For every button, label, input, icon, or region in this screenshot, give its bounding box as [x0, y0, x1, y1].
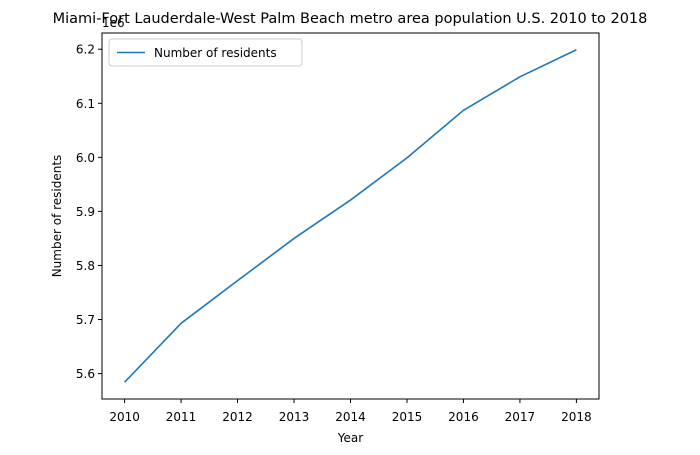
x-tick-label: 2010: [109, 410, 140, 424]
x-tick-label: 2012: [222, 410, 253, 424]
x-axis-label: Year: [337, 431, 363, 445]
y-tick-label: 6.1: [76, 97, 95, 111]
plot-area: [102, 33, 599, 399]
y-offset-text: 1e6: [102, 16, 125, 30]
x-axis: 2010 2011 2012 2013 2014 2015 2016 2017 2018: [109, 399, 591, 424]
y-tick-label: 6.2: [76, 43, 95, 57]
legend: Number of residents: [109, 39, 302, 66]
x-tick-label: 2016: [448, 410, 479, 424]
y-tick-label: 5.7: [76, 313, 95, 327]
y-tick-label: 5.6: [76, 367, 95, 381]
y-axis: 5.6 5.7 5.8 5.9 6.0 6.1 6.2: [76, 43, 102, 381]
x-tick-label: 2014: [335, 410, 366, 424]
y-tick-label: 5.8: [76, 259, 95, 273]
x-tick-label: 2015: [392, 410, 423, 424]
x-tick-label: 2017: [505, 410, 536, 424]
x-tick-label: 2013: [279, 410, 310, 424]
chart-title: Miami-Fort Lauderdale-West Palm Beach me…: [53, 11, 648, 27]
x-tick-label: 2018: [561, 410, 592, 424]
x-tick-label: 2011: [166, 410, 197, 424]
y-tick-label: 6.0: [76, 151, 95, 165]
y-axis-label: Number of residents: [50, 155, 64, 278]
y-tick-label: 5.9: [76, 205, 95, 219]
legend-label: Number of residents: [154, 46, 277, 60]
